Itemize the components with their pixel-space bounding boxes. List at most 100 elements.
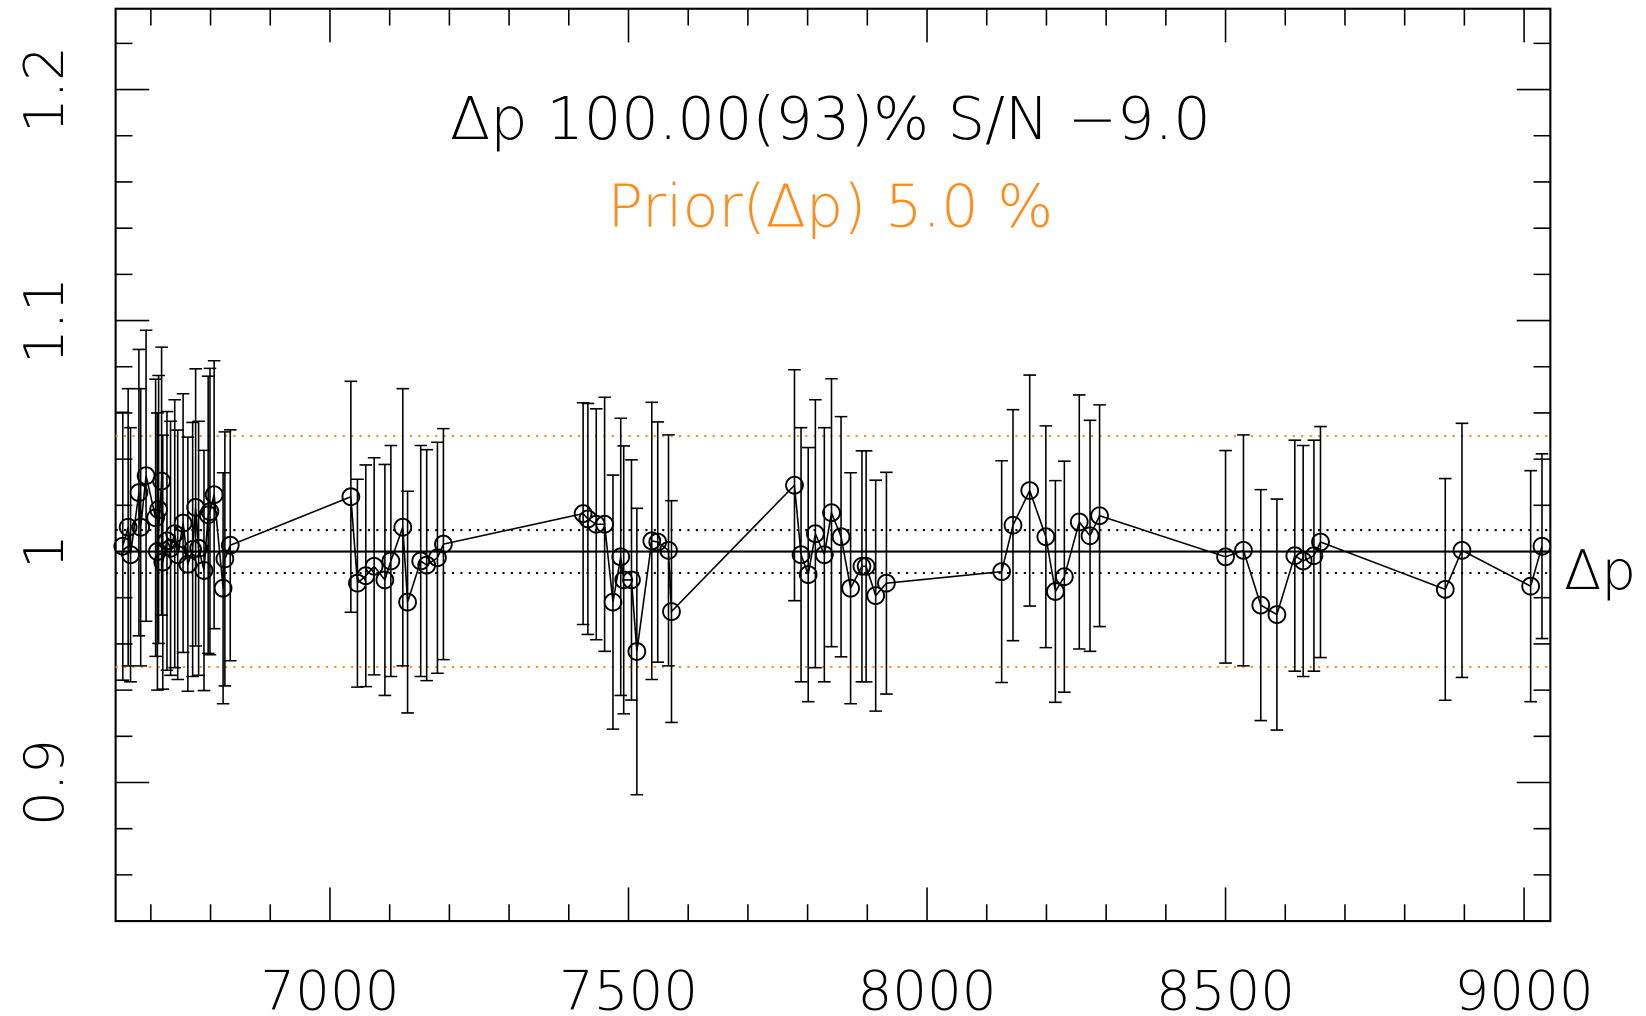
data-point [611,547,631,567]
error-bar [834,415,848,658]
y-tick-label: 0.9 [12,739,76,826]
data-point [866,586,886,605]
data-point [1003,515,1023,535]
error-bar [367,456,381,676]
data-point [1036,527,1056,547]
error-bar [662,434,675,667]
data-point [364,556,384,576]
data-point [152,471,171,491]
plot-frame [114,7,1552,923]
data-point [791,545,811,565]
x-tick-label: 8500 [1156,958,1295,1016]
chart-subtitle: Prior(Δp) 5.0 % [607,171,1053,240]
data-point [1311,532,1330,552]
data-point [622,570,641,590]
error-bar [1307,439,1321,672]
data-point [183,540,202,559]
error-bar [794,426,808,683]
data-point [121,545,140,565]
data-point [1234,541,1253,560]
right-label: Δp [1564,538,1636,602]
error-bar [359,464,373,688]
error-bar [139,329,153,623]
error-bar [171,429,185,681]
error-bar [1288,439,1302,672]
data-point [1080,526,1100,546]
data-point [586,514,606,534]
error-bar [1039,425,1053,649]
error-bar [132,348,146,637]
data-point [341,487,361,507]
data-point [161,538,180,558]
data-point [398,592,417,612]
data-point [1267,605,1287,624]
data-point [198,505,218,525]
error-bar [869,479,882,712]
data-point [614,570,634,590]
error-bar [431,441,444,675]
error-bar [378,463,392,697]
data-point [153,552,173,572]
data-point [375,570,395,590]
error-bar [168,398,182,669]
error-bar [201,375,215,655]
error-bar [384,444,398,678]
data-point [118,517,138,537]
data-point [173,513,193,533]
error-bar [414,444,428,678]
data-point [1452,541,1472,560]
error-bar [401,490,414,714]
error-bar [606,474,620,730]
data-point [131,517,151,537]
data-point [1090,506,1109,526]
data-point [662,602,681,621]
data-point [194,561,214,580]
y-tick-label: 1.2 [12,46,76,133]
data-point [204,485,224,505]
error-bar [651,421,665,663]
data-point [1216,547,1235,567]
data-point [434,534,453,554]
error-bar [1438,477,1452,702]
x-tick-label: 9000 [1455,958,1594,1016]
data-point [1532,536,1552,556]
data-point [200,502,220,521]
error-bar [614,417,628,697]
data-point [1046,582,1065,601]
error-bar [1072,394,1086,650]
error-bar [1254,488,1268,722]
data-point [603,592,623,612]
error-bar [186,421,199,678]
data-point [129,483,149,502]
data-point [659,541,678,560]
data-point [785,475,804,495]
data-point [146,508,165,528]
error-bar [1093,404,1106,628]
error-bar [1296,444,1310,678]
data-point [1020,481,1040,500]
error-bar [1006,408,1020,642]
x-tick-label: 7000 [260,958,399,1016]
data-point [595,514,614,534]
data-point [992,562,1012,581]
data-line [122,475,1543,652]
error-bar [344,380,358,614]
error-bar [189,368,202,647]
data-point [856,556,876,576]
error-bar [809,398,822,669]
chart-title: Δp 100.00(93)% S/N −9.0 [450,84,1211,153]
error-bar [223,429,237,662]
error-bar [581,402,595,636]
x-tick-label: 8000 [857,958,996,1016]
data-point [841,578,860,598]
x-tick-label: 7500 [559,958,698,1016]
error-bar [1270,498,1284,731]
error-bar [218,431,232,687]
error-bar [116,411,130,681]
error-bar [1455,422,1469,679]
error-bar [645,401,659,681]
error-bar [844,471,857,705]
error-bar [880,471,893,695]
error-bar [124,426,137,683]
